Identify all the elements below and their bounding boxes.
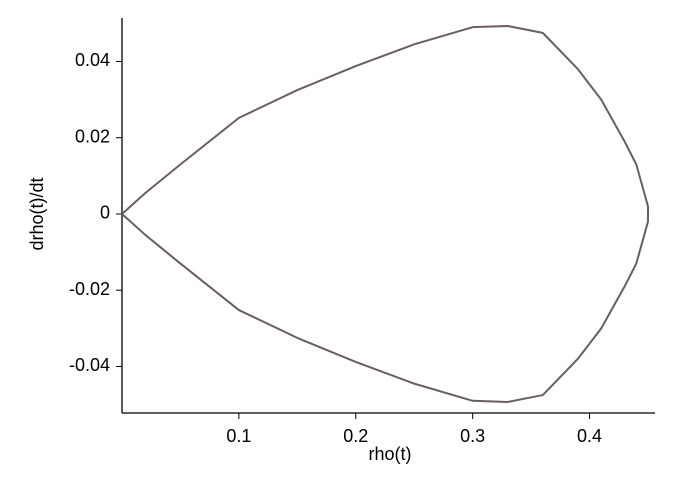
curve bbox=[121, 25, 649, 403]
x-axis-label: rho(t) bbox=[368, 444, 411, 464]
y-tick-label: 0 bbox=[100, 203, 110, 223]
y-tick-label: 0.02 bbox=[75, 126, 110, 146]
x-tick-label: 0.2 bbox=[343, 426, 368, 446]
y-axis-label: drho(t)/dt bbox=[27, 177, 47, 250]
x-tick-label: 0.3 bbox=[460, 426, 485, 446]
x-tick-label: 0.1 bbox=[226, 426, 251, 446]
x-tick-label: 0.4 bbox=[577, 426, 602, 446]
y-tick-label: -0.04 bbox=[69, 355, 110, 375]
y-tick-label: -0.02 bbox=[69, 279, 110, 299]
y-tick-label: 0.04 bbox=[75, 50, 110, 70]
